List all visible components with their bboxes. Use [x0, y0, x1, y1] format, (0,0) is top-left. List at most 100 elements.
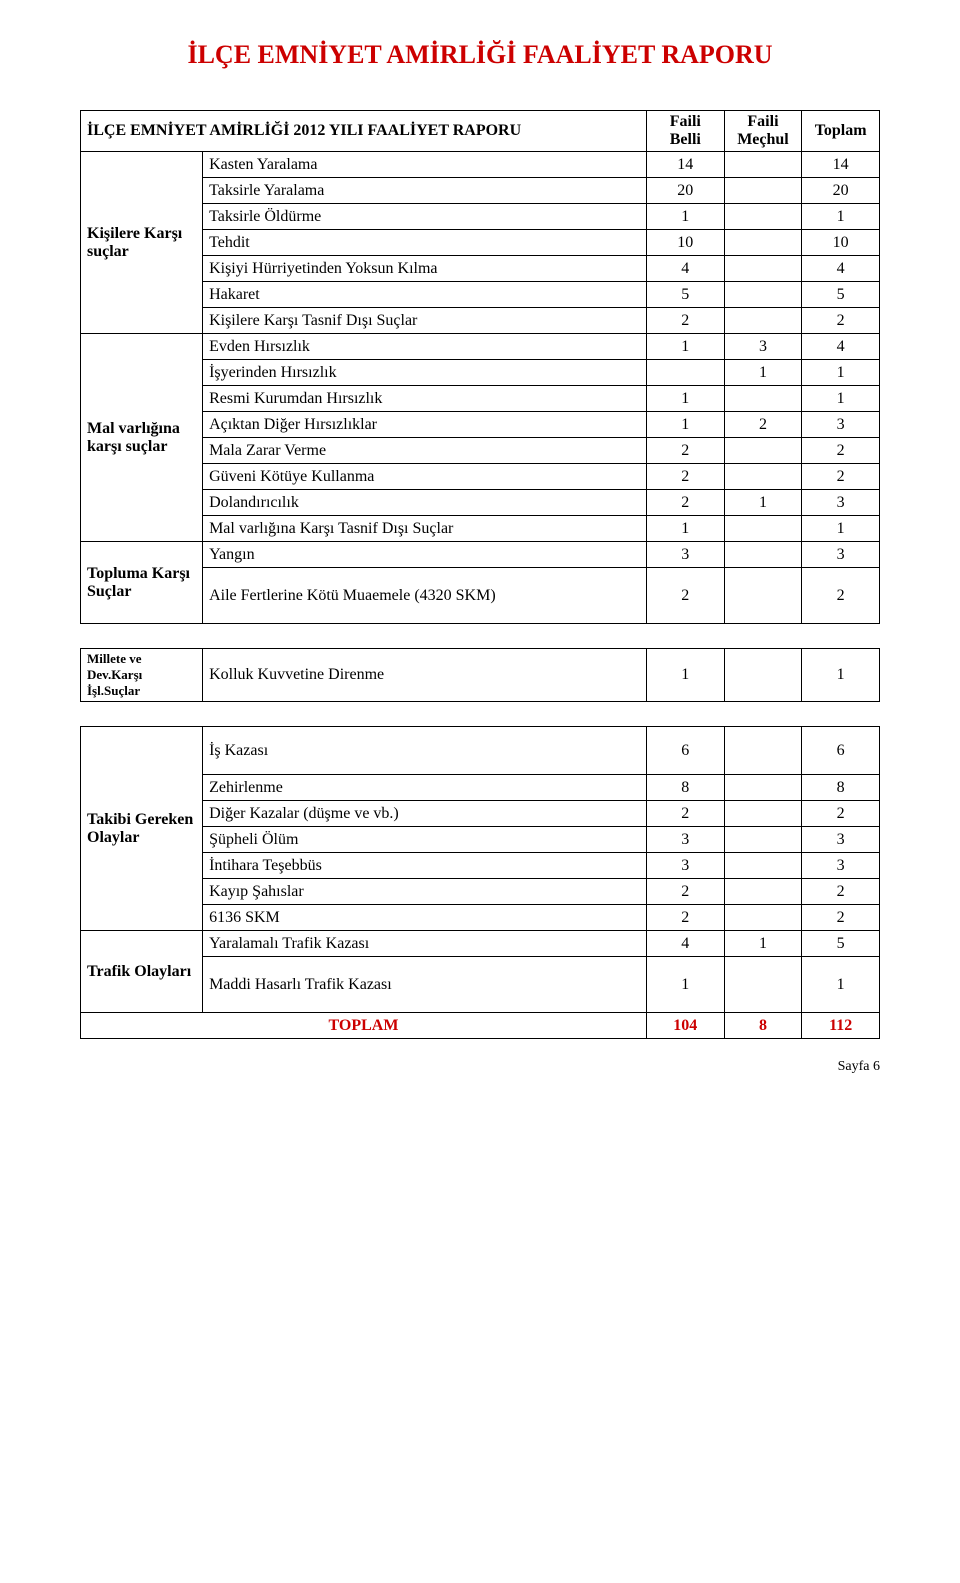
row-desc: İş Kazası: [203, 727, 647, 775]
group-label: Mal varlığına karşı suçlar: [81, 334, 203, 542]
row-desc: İşyerinden Hırsızlık: [203, 360, 647, 386]
row-c3: 4: [802, 256, 880, 282]
row-c1: 5: [646, 282, 724, 308]
page-title: İLÇE EMNİYET AMİRLİĞİ FAALİYET RAPORU: [80, 40, 880, 70]
spacer: [80, 702, 880, 726]
row-desc: Kasten Yaralama: [203, 152, 647, 178]
row-c1: 2: [646, 464, 724, 490]
row-c1: 2: [646, 905, 724, 931]
row-c2: [724, 905, 802, 931]
row-c3: 1: [802, 360, 880, 386]
row-desc: Tehdit: [203, 230, 647, 256]
row-c2: [724, 308, 802, 334]
total-row: TOPLAM 104 8 112: [81, 1013, 880, 1039]
row-desc: Zehirlenme: [203, 775, 647, 801]
row-desc: Evden Hırsızlık: [203, 334, 647, 360]
row-c1: 2: [646, 438, 724, 464]
row-c1: 4: [646, 256, 724, 282]
row-desc: Aile Fertlerine Kötü Muaemele (4320 SKM): [203, 568, 647, 624]
row-c3: 14: [802, 152, 880, 178]
row-c3: 2: [802, 464, 880, 490]
row-c1: 1: [646, 516, 724, 542]
row-c1: 1: [646, 412, 724, 438]
report-table-standalone: Millete ve Dev.Karşı İşl.Suçlar Kolluk K…: [80, 648, 880, 702]
row-c2: [724, 801, 802, 827]
row-c3: 1: [802, 649, 880, 702]
row-desc: Dolandırıcılık: [203, 490, 647, 516]
row-c2: [724, 827, 802, 853]
row-c3: 6: [802, 727, 880, 775]
row-c3: 1: [802, 386, 880, 412]
row-c3: 8: [802, 775, 880, 801]
group-label: Millete ve Dev.Karşı İşl.Suçlar: [81, 649, 203, 702]
table-row: Trafik Olayları Yaralamalı Trafik Kazası…: [81, 931, 880, 957]
row-c2: [724, 464, 802, 490]
row-c2: [724, 438, 802, 464]
row-c1: 1: [646, 204, 724, 230]
row-c3: 1: [802, 957, 880, 1013]
row-c2: [724, 204, 802, 230]
row-desc: Şüpheli Ölüm: [203, 827, 647, 853]
row-c3: 1: [802, 204, 880, 230]
row-c2: [724, 649, 802, 702]
row-c1: [646, 360, 724, 386]
total-c1: 104: [646, 1013, 724, 1039]
row-c3: 2: [802, 879, 880, 905]
row-c2: [724, 853, 802, 879]
row-c2: 2: [724, 412, 802, 438]
row-desc: Hakaret: [203, 282, 647, 308]
row-c2: [724, 957, 802, 1013]
row-desc: Kayıp Şahıslar: [203, 879, 647, 905]
row-desc: İntihara Teşebbüs: [203, 853, 647, 879]
header-col-1: Faili Belli: [646, 111, 724, 152]
row-desc: Yangın: [203, 542, 647, 568]
row-c3: 1: [802, 516, 880, 542]
row-c1: 14: [646, 152, 724, 178]
row-c1: 2: [646, 490, 724, 516]
row-c2: [724, 386, 802, 412]
row-desc: Kolluk Kuvvetine Direnme: [203, 649, 647, 702]
row-c1: 4: [646, 931, 724, 957]
header-main-label: İLÇE EMNİYET AMİRLİĞİ 2012 YILI FAALİYET…: [81, 111, 647, 152]
row-c3: 10: [802, 230, 880, 256]
row-c2: [724, 516, 802, 542]
row-desc: Kişiyi Hürriyetinden Yoksun Kılma: [203, 256, 647, 282]
row-c2: [724, 727, 802, 775]
row-c1: 3: [646, 853, 724, 879]
report-table-bottom: Takibi Gereken Olaylar İş Kazası 6 6 Zeh…: [80, 726, 880, 1039]
row-c2: [724, 282, 802, 308]
row-c3: 5: [802, 282, 880, 308]
row-desc: Güveni Kötüye Kullanma: [203, 464, 647, 490]
header-col-2: Faili Meçhul: [724, 111, 802, 152]
row-c2: [724, 256, 802, 282]
row-c1: 10: [646, 230, 724, 256]
row-c1: 1: [646, 957, 724, 1013]
row-c3: 3: [802, 490, 880, 516]
row-c3: 2: [802, 308, 880, 334]
row-c1: 3: [646, 542, 724, 568]
table-row: Mal varlığına karşı suçlar Evden Hırsızl…: [81, 334, 880, 360]
row-c3: 4: [802, 334, 880, 360]
report-table-main: İLÇE EMNİYET AMİRLİĞİ 2012 YILI FAALİYET…: [80, 110, 880, 624]
row-c3: 3: [802, 542, 880, 568]
row-c1: 2: [646, 568, 724, 624]
row-c2: 3: [724, 334, 802, 360]
table-header-row: İLÇE EMNİYET AMİRLİĞİ 2012 YILI FAALİYET…: [81, 111, 880, 152]
row-c2: [724, 568, 802, 624]
table-row: Millete ve Dev.Karşı İşl.Suçlar Kolluk K…: [81, 649, 880, 702]
row-desc: 6136 SKM: [203, 905, 647, 931]
row-c3: 3: [802, 827, 880, 853]
group-label: Topluma Karşı Suçlar: [81, 542, 203, 624]
row-c2: 1: [724, 931, 802, 957]
row-c1: 8: [646, 775, 724, 801]
table-row: Kişilere Karşı suçlar Kasten Yaralama 14…: [81, 152, 880, 178]
row-desc: Mal varlığına Karşı Tasnif Dışı Suçlar: [203, 516, 647, 542]
row-c3: 2: [802, 905, 880, 931]
row-c1: 20: [646, 178, 724, 204]
row-c3: 20: [802, 178, 880, 204]
row-c3: 2: [802, 438, 880, 464]
row-desc: Yaralamalı Trafik Kazası: [203, 931, 647, 957]
header-col-3: Toplam: [802, 111, 880, 152]
row-c1: 2: [646, 879, 724, 905]
row-desc: Taksirle Yaralama: [203, 178, 647, 204]
